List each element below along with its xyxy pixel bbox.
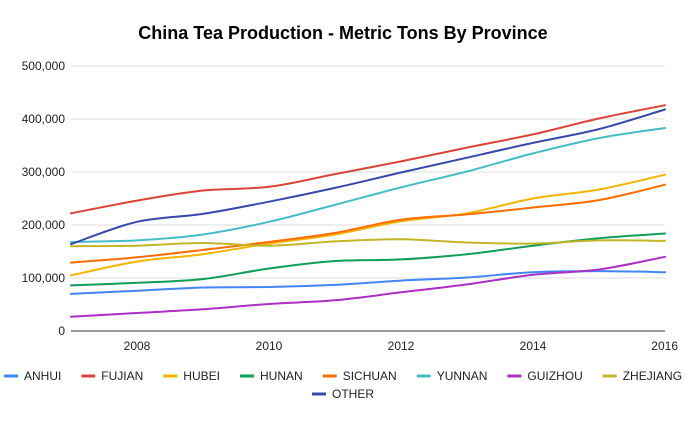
x-tick-label: 2008 bbox=[124, 339, 151, 353]
x-tick-label: 2012 bbox=[388, 339, 415, 353]
series-lines bbox=[70, 104, 666, 318]
series-line-other bbox=[70, 108, 666, 246]
y-tick-label: 500,000 bbox=[22, 59, 66, 73]
y-tick-label: 400,000 bbox=[22, 112, 66, 126]
series-line-sichuan bbox=[70, 183, 666, 264]
legend-item-guizhou[interactable]: GUIZHOU bbox=[507, 369, 583, 383]
series-line-anhui bbox=[70, 270, 666, 295]
legend-item-hunan[interactable]: HUNAN bbox=[240, 369, 303, 383]
x-tick-label: 2014 bbox=[520, 339, 547, 353]
legend-label: ZHEJIANG bbox=[623, 369, 682, 383]
series-line-fujian bbox=[70, 104, 666, 215]
legend-item-hubei[interactable]: HUBEI bbox=[163, 369, 220, 383]
legend-label: HUBEI bbox=[183, 369, 220, 383]
legend-label: FUJIAN bbox=[101, 369, 143, 383]
legend-item-anhui[interactable]: ANHUI bbox=[4, 369, 61, 383]
legend-label: YUNNAN bbox=[437, 369, 488, 383]
legend-label: GUIZHOU bbox=[527, 369, 582, 383]
series-line-guizhou bbox=[70, 255, 666, 318]
y-axis-ticks: 0 100,000 200,000 300,000 400,000 500,000 bbox=[22, 59, 66, 338]
y-tick-label: 300,000 bbox=[22, 165, 66, 179]
series-line-hubei bbox=[70, 173, 666, 277]
legend-label: SICHUAN bbox=[343, 369, 397, 383]
y-tick-label: 200,000 bbox=[22, 218, 66, 232]
legend[interactable]: ANHUI FUJIAN HUBEI HUNAN SICHUAN YUNNAN GUIZHO… bbox=[4, 369, 682, 401]
x-tick-label: 2010 bbox=[256, 339, 283, 353]
legend-label: HUNAN bbox=[260, 369, 303, 383]
legend-label: ANHUI bbox=[24, 369, 61, 383]
y-tick-label: 100,000 bbox=[22, 271, 66, 285]
legend-item-yunnan[interactable]: YUNNAN bbox=[416, 369, 488, 383]
series-line-yunnan bbox=[70, 127, 666, 243]
legend-item-other[interactable]: OTHER bbox=[312, 387, 374, 401]
legend-item-sichuan[interactable]: SICHUAN bbox=[322, 369, 397, 383]
y-tick-label: 0 bbox=[58, 324, 65, 338]
series-line-zhejiang bbox=[70, 238, 666, 248]
x-axis-ticks: 2008 2010 2012 2014 2016 bbox=[124, 339, 679, 353]
legend-item-fujian[interactable]: FUJIAN bbox=[81, 369, 143, 383]
x-tick-label: 2016 bbox=[651, 339, 678, 353]
chart-title: China Tea Production - Metric Tons By Pr… bbox=[138, 23, 547, 43]
legend-item-zhejiang[interactable]: ZHEJIANG bbox=[602, 369, 682, 383]
legend-label: OTHER bbox=[332, 387, 374, 401]
grid bbox=[71, 65, 665, 332]
